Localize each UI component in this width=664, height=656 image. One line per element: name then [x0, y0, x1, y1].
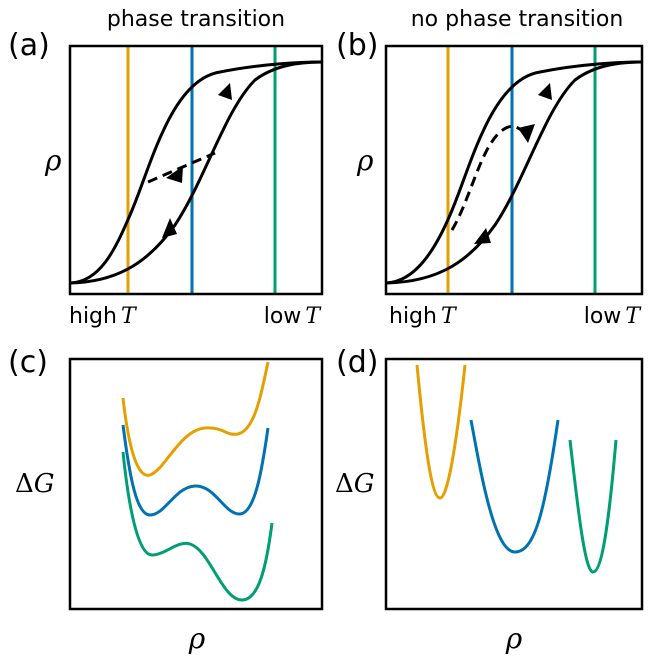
panel-b-ylabel: ρ — [356, 144, 374, 177]
panel-b-xlabel-left-word: high — [389, 304, 437, 329]
panel-d-blue-curve — [469, 419, 560, 554]
panel-c: (c) ΔG ρ — [8, 345, 324, 655]
panel-a-upper-branch — [69, 60, 323, 285]
panel-a-letter: (a) — [8, 28, 50, 63]
panel-c-ylabel: ΔG — [15, 469, 55, 499]
panel-a-arrow-upper — [218, 83, 232, 100]
panel-a-arrow-dashed — [166, 166, 183, 183]
panel-b: (b) no phase transition ρ high T low T — [336, 7, 644, 329]
panel-c-ylabel-delta: Δ — [15, 469, 34, 499]
panel-d-xlabel: ρ — [505, 622, 523, 655]
panel-b-lower-branch — [385, 60, 643, 285]
panel-a-ylabel: ρ — [44, 144, 62, 177]
panel-c-letter: (c) — [8, 345, 48, 380]
panel-d-green-curve — [568, 439, 618, 574]
panel-b-xlabel-right-word: low — [584, 304, 622, 329]
panel-b-xlabel-left-var: T — [441, 304, 458, 329]
panel-c-green-curve — [121, 451, 274, 602]
panel-d-ylabel-delta: Δ — [335, 469, 354, 499]
panel-c-xlabel: ρ — [188, 622, 206, 655]
panel-a-xlabel-right-var: T — [305, 304, 322, 329]
panel-c-frame — [68, 357, 324, 611]
panel-d-frame — [384, 357, 644, 611]
panel-b-arrow-dashed — [518, 124, 535, 143]
panel-d-ylabel: ΔG — [335, 469, 375, 499]
panel-b-transition-dashed — [450, 124, 525, 231]
panel-a-arrow-lower — [162, 218, 177, 238]
panel-b-xlabel-left: high T — [389, 304, 458, 329]
panel-b-xlabel-right-var: T — [625, 304, 642, 329]
panel-d-ylabel-var: G — [354, 469, 375, 499]
panel-a-xlabel-left-word: high — [69, 304, 117, 329]
panel-b-header: no phase transition — [411, 7, 624, 32]
panel-b-xlabel-right: low T — [584, 304, 643, 329]
panel-d-orange-curve — [415, 364, 467, 500]
panel-a: (a) phase transition ρ high T low T — [8, 7, 324, 329]
panel-c-ylabel-var: G — [34, 469, 55, 499]
panel-d: (d) ΔG ρ — [335, 345, 644, 655]
panel-b-frame — [384, 44, 644, 296]
panel-b-upper-branch — [385, 60, 643, 285]
panel-c-orange-curve — [121, 361, 270, 477]
panel-a-header: phase transition — [107, 7, 285, 32]
panel-d-letter: (d) — [336, 345, 378, 380]
panel-b-arrow-upper — [538, 83, 552, 100]
panel-a-frame — [68, 44, 324, 296]
panel-b-arrow-lower — [474, 228, 491, 244]
panel-b-letter: (b) — [336, 28, 378, 63]
panel-a-xlabel-left: high T — [69, 304, 138, 329]
panel-a-xlabel-right: low T — [264, 304, 323, 329]
panel-a-xlabel-right-word: low — [264, 304, 302, 329]
panel-a-xlabel-left-var: T — [121, 304, 138, 329]
panel-c-blue-curve — [121, 424, 270, 517]
panel-a-lower-branch — [69, 60, 323, 285]
